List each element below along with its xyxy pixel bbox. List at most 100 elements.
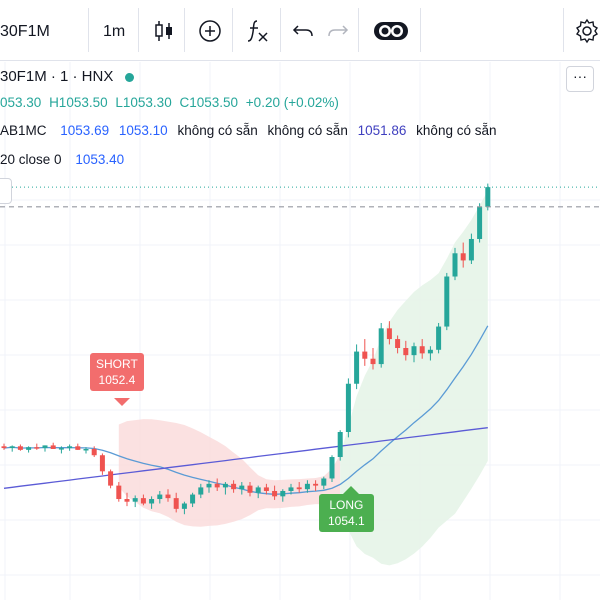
- candle: [206, 480, 212, 493]
- candle: [329, 455, 335, 483]
- candle-body: [198, 487, 204, 495]
- toolbar-divider: [184, 8, 185, 52]
- candle-body: [214, 483, 220, 488]
- candle: [403, 340, 409, 361]
- undo-icon[interactable]: [290, 18, 316, 44]
- candle-body: [337, 432, 343, 458]
- symbol-title[interactable]: 30F1M · 1 · HNX: [0, 68, 114, 85]
- candle: [313, 480, 319, 491]
- legend-title-row: 30F1M · 1 · HNX: [0, 68, 138, 85]
- candle: [1, 443, 7, 450]
- indicator-value: 1053.10: [118, 123, 168, 138]
- candle-body: [468, 238, 474, 261]
- candle-body: [181, 503, 187, 509]
- top-toolbar: 30F1M 1m: [0, 0, 600, 61]
- ma-row[interactable]: 20 close 0 1053.40: [0, 152, 128, 167]
- toolbar-divider: [563, 8, 564, 52]
- candle: [9, 445, 15, 452]
- toolbar-divider: [280, 8, 281, 52]
- candle-body: [411, 346, 417, 356]
- candle: [419, 339, 425, 359]
- ma-fast-line: [3, 325, 489, 495]
- indicator-value: không có sẵn: [177, 123, 258, 138]
- long-label: LONG: [329, 498, 364, 512]
- candle-body: [108, 471, 114, 486]
- candle: [337, 430, 343, 461]
- candle: [17, 444, 23, 451]
- candle: [140, 494, 146, 506]
- ohlc-change: +0.20 (+0.02%): [245, 95, 339, 110]
- candle: [288, 483, 294, 495]
- candles-icon[interactable]: [151, 18, 177, 44]
- candle: [165, 489, 171, 502]
- candle-body: [477, 206, 483, 239]
- candle: [395, 335, 401, 354]
- candle-body: [403, 348, 409, 356]
- collapse-legend-button[interactable]: [0, 178, 12, 204]
- candle-body: [222, 483, 228, 488]
- candle-body: [132, 498, 138, 502]
- candle: [124, 492, 130, 507]
- moving-averages: [3, 325, 489, 495]
- candle: [222, 482, 228, 495]
- candle-body: [67, 446, 73, 449]
- long-signal-tag: LONG 1054.1: [319, 494, 374, 532]
- indicators-icon[interactable]: [245, 18, 271, 44]
- candle-body: [91, 448, 97, 456]
- candle: [411, 342, 417, 363]
- settings-icon[interactable]: [574, 18, 600, 44]
- candle: [378, 322, 384, 368]
- candle: [444, 272, 450, 331]
- candle: [149, 496, 155, 509]
- indicator-row[interactable]: AB1MC 1053.69 1053.10 không có sẵn không…: [0, 123, 500, 138]
- ohlc-high: H1053.50: [49, 95, 108, 110]
- candle-body: [173, 498, 179, 509]
- candle-body: [116, 485, 122, 500]
- candle-body: [460, 253, 466, 261]
- candle-body: [452, 253, 458, 277]
- candle: [91, 446, 97, 458]
- short-price: 1052.4: [98, 373, 136, 387]
- ma-value: 1053.40: [75, 152, 125, 167]
- candle: [304, 480, 310, 493]
- long-tag-pointer: [343, 486, 359, 494]
- candle: [280, 489, 286, 502]
- candle-body: [231, 483, 237, 490]
- candle: [157, 490, 163, 504]
- grid: [0, 62, 600, 600]
- short-label: SHORT: [96, 357, 138, 371]
- interval-selector[interactable]: 1m: [103, 23, 126, 40]
- toolbar-divider: [420, 8, 421, 52]
- candle: [345, 378, 351, 438]
- candle-body: [378, 328, 384, 365]
- candle-body: [17, 446, 23, 450]
- more-options-button[interactable]: ···: [566, 66, 594, 92]
- candle-body: [165, 494, 171, 499]
- candle-body: [288, 487, 294, 491]
- add-compare-icon[interactable]: [197, 18, 223, 44]
- candle-body: [58, 448, 64, 450]
- candle-body: [75, 446, 81, 450]
- candle: [67, 444, 73, 451]
- candle-body: [42, 445, 48, 449]
- candle: [34, 443, 40, 450]
- ma-slow-line: [3, 427, 488, 489]
- toolbar-divider: [138, 8, 139, 52]
- candle: [436, 322, 442, 354]
- short-tag-pointer: [114, 398, 130, 406]
- toolbar-divider: [232, 8, 233, 52]
- candle: [83, 447, 89, 454]
- ohlc-row: 053.30 H1053.50 L1053.30 C1053.50 +0.20 …: [0, 95, 343, 110]
- symbol-search[interactable]: 30F1M: [0, 23, 50, 40]
- candle-body: [140, 498, 146, 504]
- candle-body: [50, 445, 56, 449]
- bullish-band: [340, 190, 488, 566]
- candle-body: [419, 346, 425, 354]
- replay-icon[interactable]: [372, 18, 410, 44]
- redo-icon[interactable]: [325, 18, 351, 44]
- candle: [190, 492, 196, 508]
- indicator-value: không có sẵn: [416, 123, 497, 138]
- candle-body: [395, 339, 401, 348]
- candle: [173, 492, 179, 513]
